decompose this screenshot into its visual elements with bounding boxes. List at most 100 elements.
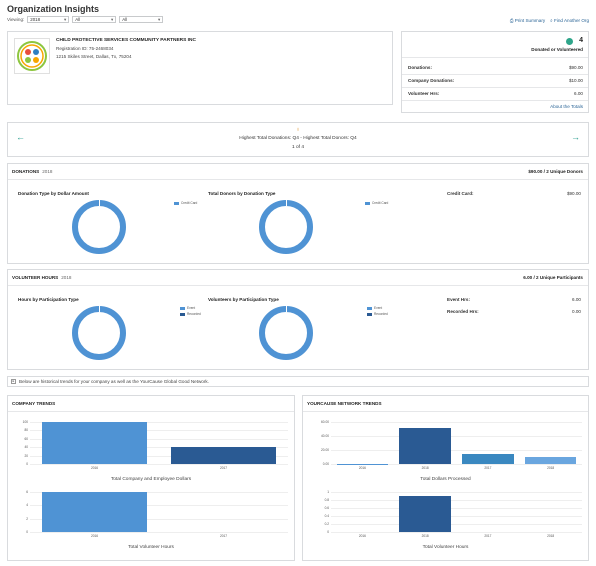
legend-label: Event <box>187 306 196 310</box>
year-select[interactable]: 2018 <box>27 16 70 23</box>
summary-divider <box>402 74 588 75</box>
x-tick-label: 2016 <box>90 534 99 538</box>
gridline <box>30 532 288 533</box>
print-icon: ⎙ <box>509 18 515 23</box>
header-links: ⎙ Print Summary ⌕ Find Another Org <box>510 18 589 23</box>
summary-donations-label: Donations: <box>408 65 432 70</box>
gridline <box>30 438 288 440</box>
donations-year: 2018 <box>42 169 53 174</box>
filter-select-3-value: All <box>122 17 128 22</box>
x-tick-label: 2017 <box>484 466 492 470</box>
volunteers-legend-event: Event <box>367 306 382 310</box>
summary-card: 4 Donated or Volunteered Donations: $90.… <box>401 31 589 113</box>
donations-title-text: DONATIONS <box>12 169 40 174</box>
carousel-page: 1 of 4 <box>291 145 304 150</box>
network-dollars-caption: Total Dollars Processed <box>420 477 471 482</box>
org-name: CHILD PROTECTIVE SERVICES COMMUNITY PART… <box>56 38 196 43</box>
hours-legend-event: Event <box>180 306 195 310</box>
volunteers-legend-recorded: Recorded <box>367 312 388 316</box>
network-hours-caption: Total Volunteer Hours <box>422 545 469 550</box>
chart-bar[interactable] <box>170 447 277 464</box>
chart-bar[interactable] <box>524 457 577 464</box>
gridline <box>30 505 288 507</box>
legend-label: Recorded <box>374 312 388 316</box>
gridline <box>30 447 288 449</box>
print-summary-link[interactable]: ⎙ Print Summary <box>510 18 545 23</box>
find-org-link[interactable]: ⌕ Find Another Org <box>550 18 589 23</box>
network-trends-title: YOURCAUSE NETWORK TRENDS <box>307 401 382 406</box>
summary-caption: Donated or Volunteered <box>531 47 583 52</box>
network-dollars-chart: 60.00 40.00 20.00 0.00 2016 2018 2017 2018 <box>303 418 590 470</box>
gridline <box>331 500 582 501</box>
legend-label: Credit Card <box>181 201 198 205</box>
gridline <box>331 516 582 517</box>
donors-type-donut <box>259 200 313 254</box>
gridline <box>331 464 582 465</box>
y-tick-label: 0 <box>26 462 28 466</box>
legend-swatch <box>367 306 372 310</box>
carousel-prev-arrow-icon[interactable]: ← <box>16 132 25 142</box>
network-trends-panel: YOURCAUSE NETWORK TRENDS 60.00 40.00 20.00… <box>302 395 589 561</box>
org-card: CHILD PROTECTIVE SERVICES COMMUNITY PART… <box>7 31 393 105</box>
gridline <box>30 422 288 423</box>
summary-volunteer-value: 6.00 <box>574 91 583 96</box>
legend-label: Event <box>374 306 383 310</box>
donation-type-legend: Credit Card <box>174 201 197 205</box>
section-divider <box>303 411 588 412</box>
viewing-label: Viewing: <box>7 17 25 22</box>
gridline <box>30 464 288 465</box>
summary-divider <box>402 100 588 101</box>
volunteers-type-chart-title: Volunteers by Participation Type <box>208 297 279 302</box>
gridline <box>331 508 582 509</box>
y-tick-label: 0.6 <box>324 506 329 510</box>
donations-section: DONATIONS 2018 $90.00 / 2 Unique Donors D… <box>7 163 589 264</box>
about-totals-link[interactable]: About the Totals <box>550 104 583 109</box>
gridline <box>30 455 288 457</box>
chart-bar[interactable] <box>399 428 451 464</box>
company-dollars-caption: Total Company and Employee Dollars <box>110 477 192 482</box>
chart-bar[interactable] <box>41 492 148 532</box>
summary-company-value: $10.00 <box>568 78 583 83</box>
gridline <box>331 450 582 451</box>
x-tick-label: 2018 <box>547 534 555 538</box>
filter-select-3[interactable]: All <box>119 16 164 23</box>
donors-type-chart-title: Total Donors by Donation Type <box>208 191 276 196</box>
gridline <box>30 518 288 520</box>
x-tick-label: 2017 <box>219 466 228 470</box>
carousel-next-arrow-icon[interactable]: → <box>571 132 580 142</box>
chart-bar[interactable] <box>399 496 451 532</box>
chart-bar[interactable] <box>462 454 514 464</box>
x-tick-label: 2017 <box>219 534 228 538</box>
donation-type-chart-title: Donation Type by Dollar Amount <box>18 191 89 196</box>
recorded-hrs-value: 0.00 <box>572 309 581 314</box>
org-address: 1215 Skiles Street, Dallas, Tx, 75204 <box>56 54 132 59</box>
gridline <box>331 436 582 437</box>
filter-bar: Viewing: 2018 All All <box>7 16 164 23</box>
trends-info-note: ▸ Below are historical trends for your c… <box>7 376 589 387</box>
legend-swatch <box>180 306 185 310</box>
lightbulb-icon: ♁ <box>295 127 301 133</box>
donors-type-legend: Credit Card <box>365 201 388 205</box>
trends-info-text: Below are historical trends for your com… <box>19 379 209 384</box>
chart-bar[interactable] <box>41 422 148 464</box>
gridline <box>331 524 582 525</box>
info-icon: ▸ <box>11 379 16 384</box>
volunteer-year: 2018 <box>61 275 72 280</box>
summary-divider <box>402 57 588 58</box>
summary-count: 4 <box>579 37 583 44</box>
hours-type-donut <box>72 306 126 360</box>
summary-company-label: Company Donations: <box>408 78 455 83</box>
y-tick-label: 6 <box>26 490 28 494</box>
donations-title: DONATIONS 2018 <box>12 169 52 174</box>
gridline <box>331 492 582 493</box>
hours-type-chart-title: Hours by Participation Type <box>18 297 79 302</box>
gridline <box>30 430 288 432</box>
company-trends-panel: COMPANY TRENDS 100 80 60 40 20 0 2016 2017 Tota… <box>7 395 295 561</box>
filter-select-2[interactable]: All <box>72 16 117 23</box>
y-tick-label: 0.2 <box>324 522 329 526</box>
volunteer-title-text: VOLUNTEER HOURS <box>12 275 59 280</box>
company-hours-chart: 6 4 2 0 2016 2017 <box>8 488 296 538</box>
event-hrs-label: Event Hrs: <box>447 297 470 302</box>
x-tick-label: 2016 <box>358 534 366 538</box>
y-tick-label: 0 <box>327 530 329 534</box>
